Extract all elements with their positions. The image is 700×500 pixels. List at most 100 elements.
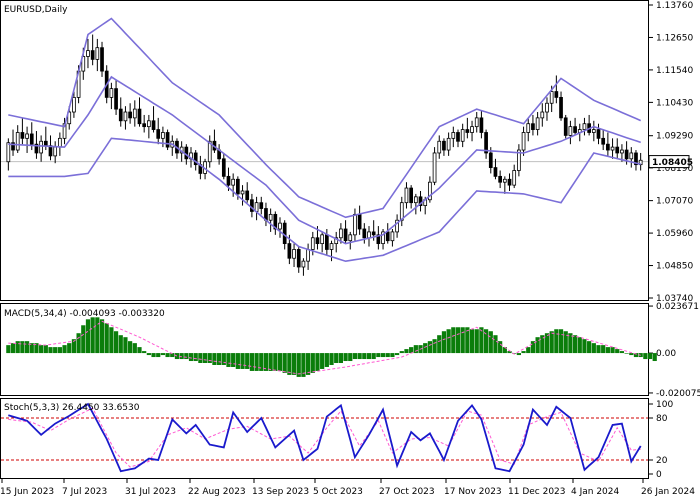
candle-bullish	[502, 178, 507, 183]
macd-bar	[287, 353, 292, 375]
macd-bar	[544, 333, 550, 354]
macd-bar	[343, 353, 348, 362]
candle-bullish	[81, 56, 86, 72]
candle-bearish	[20, 132, 25, 139]
macd-bar	[432, 339, 437, 354]
macd-bar	[123, 337, 128, 354]
macd-bar	[404, 349, 409, 354]
candle-bearish	[226, 175, 231, 186]
candle-bullish	[526, 123, 531, 133]
macd-bar	[469, 329, 475, 354]
macd-bar	[137, 347, 142, 354]
candle-bullish	[390, 231, 395, 242]
macd-bar	[483, 329, 489, 354]
time-tick-label: 5 Oct 2023	[313, 487, 363, 497]
candle-bearish	[118, 108, 123, 122]
candle-bullish	[381, 231, 385, 245]
candle-bullish	[348, 234, 353, 242]
price-tick-label: 1.04850	[656, 262, 693, 272]
macd-bar	[170, 353, 175, 358]
stoch-signal-line	[8, 407, 641, 468]
macd-bar	[128, 341, 133, 354]
macd-bar	[643, 353, 648, 360]
candle-bearish	[479, 117, 484, 133]
macd-bar	[235, 353, 240, 369]
macd-bar	[535, 337, 540, 354]
candle-bullish	[292, 249, 296, 259]
macd-bar	[245, 353, 250, 369]
macd-bar	[240, 353, 245, 369]
candle-bullish	[549, 91, 554, 104]
price-tick-label: 1.07070	[656, 197, 693, 207]
bollinger-lower-line	[8, 137, 641, 263]
macd-bar	[451, 327, 456, 354]
macd-signal-line	[8, 320, 641, 375]
candle-bearish	[343, 228, 348, 242]
macd-bar	[610, 347, 615, 354]
candle-bullish	[86, 50, 90, 57]
candle-bullish	[72, 97, 76, 113]
time-axis: 15 Jun 2023 7 Jul 2023 31 Jul 2023 22 Aug 2…	[0, 479, 695, 497]
bollinger-upper-line	[8, 17, 642, 219]
macd-bar	[366, 353, 372, 360]
candle-bullish	[620, 149, 624, 154]
price-tick-label: 1.13760	[656, 1, 693, 11]
macd-bar	[193, 353, 198, 362]
macd-bar	[380, 353, 386, 358]
candle-bearish	[29, 133, 34, 145]
macd-bar	[99, 319, 105, 354]
candle-bullish	[147, 120, 151, 128]
candle-bearish	[418, 196, 423, 206]
macd-bar	[633, 353, 639, 358]
stoch-tick-label: 0	[656, 470, 662, 480]
macd-bar	[146, 353, 151, 356]
macd-panel-frame	[0, 303, 649, 396]
macd-bar	[516, 353, 521, 356]
candle-bearish	[114, 88, 118, 110]
candle-bullish	[353, 213, 357, 236]
candle-bullish	[428, 181, 432, 201]
macd-bar	[142, 351, 147, 354]
macd-bar	[488, 331, 493, 354]
candle-bullish	[582, 123, 587, 130]
candle-bullish	[521, 132, 526, 151]
macd-bar	[498, 341, 503, 354]
macd-bar	[474, 329, 479, 354]
candle-bearish	[362, 228, 367, 239]
candle-bullish	[460, 129, 465, 142]
candle-bearish	[442, 140, 446, 151]
time-tick-label: 4 Jan 2024	[571, 487, 619, 497]
macd-bar	[160, 353, 166, 356]
candle-bullish	[512, 170, 517, 186]
candle-bullish	[545, 102, 549, 113]
macd-bar	[512, 353, 517, 354]
macd-bar	[221, 353, 226, 365]
macd-label: MACD(5,34,4) -0.004093 -0.003320	[4, 309, 165, 319]
macd-bar	[95, 317, 100, 354]
candle-bearish	[137, 108, 142, 125]
candle-bearish	[507, 178, 512, 186]
macd-bar	[615, 349, 620, 354]
macd-bar	[282, 353, 287, 373]
macd-bar	[249, 353, 255, 371]
stoch-tick-label: 80	[656, 414, 668, 424]
time-tick-label: 7 Jul 2023	[62, 487, 107, 497]
macd-bar	[479, 327, 484, 354]
candle-bullish	[432, 152, 437, 183]
candle-bearish	[606, 143, 610, 151]
candle-bullish	[240, 190, 245, 195]
candle-bearish	[235, 178, 240, 195]
time-tick-label: 31 Jul 2023	[125, 487, 176, 497]
macd-bar	[296, 353, 301, 377]
candle-bearish	[128, 111, 132, 119]
macd-bar	[530, 341, 536, 354]
macd-bar	[315, 353, 320, 371]
candle-bullish	[610, 146, 615, 151]
stoch-panel-frame	[0, 398, 649, 479]
candle-bearish	[376, 234, 381, 245]
candle-bullish	[591, 129, 596, 133]
price-tick-label: 1.11540	[656, 66, 693, 76]
macd-bar	[394, 353, 400, 356]
price-tick-label: 1.09290	[656, 132, 693, 142]
candle-bearish	[634, 152, 638, 166]
